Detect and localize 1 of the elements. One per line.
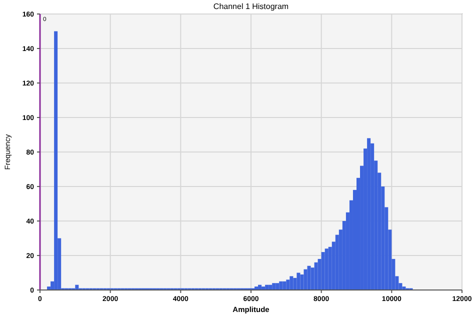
chart-title: Channel 1 Histogram <box>213 2 289 11</box>
